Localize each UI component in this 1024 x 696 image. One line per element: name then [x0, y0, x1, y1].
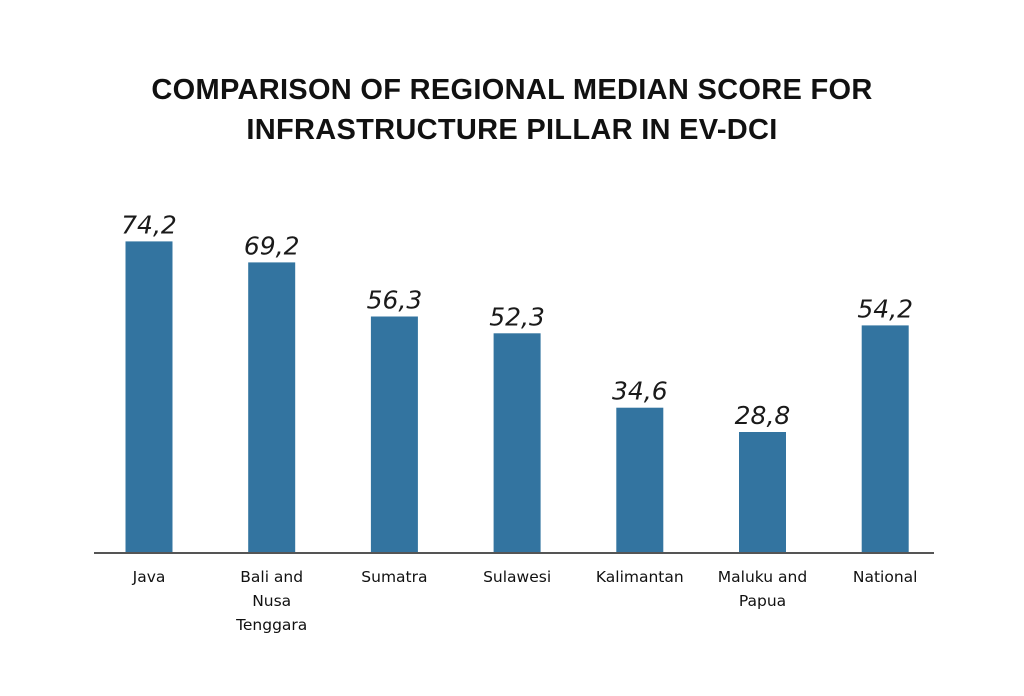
value-label-2: 56,3 [367, 286, 423, 315]
chart-title: COMPARISON OF REGIONAL MEDIAN SCORE FOR … [0, 70, 1024, 150]
category-label-0-line-0: Java [132, 568, 166, 586]
value-labels-group: 74,2 69,2 56,3 52,3 34,6 28,8 54,2 [121, 210, 913, 430]
category-label-6-line-0: National [853, 568, 918, 586]
category-label-5-line-0: Maluku and [718, 568, 807, 586]
bar-5 [739, 432, 786, 553]
bar-6 [861, 325, 909, 553]
category-label-5-line-1: Papua [739, 592, 786, 610]
category-label-0: Java [132, 568, 166, 586]
category-label-1-line-1: Nusa [252, 592, 291, 610]
category-label-6: National [853, 568, 918, 586]
value-label-3: 52,3 [489, 302, 545, 331]
value-label-4: 34,6 [612, 377, 668, 406]
chart-title-line-2: INFRASTRUCTURE PILLAR IN EV-DCI [246, 114, 778, 146]
value-label-0: 74,2 [121, 210, 177, 239]
category-label-3: Sulawesi [483, 568, 551, 586]
category-label-1-line-0: Bali and [240, 568, 303, 586]
category-label-1: Bali and Nusa Tenggara [235, 568, 307, 634]
value-label-5: 28,8 [735, 401, 791, 430]
category-label-4-line-0: Kalimantan [596, 568, 684, 586]
category-label-2: Sumatra [361, 568, 427, 586]
bar-3 [493, 333, 541, 553]
bars-group [125, 241, 909, 553]
bar-1 [248, 262, 296, 553]
chart-title-line-1: COMPARISON OF REGIONAL MEDIAN SCORE FOR [151, 74, 873, 106]
category-label-4: Kalimantan [596, 568, 684, 586]
category-label-3-line-0: Sulawesi [483, 568, 551, 586]
category-labels-group: Java Bali and Nusa Tenggara Sumatra Sulawesi K… [132, 568, 918, 634]
category-label-1-line-2: Tenggara [235, 616, 307, 634]
category-label-5: Maluku and Papua [718, 568, 807, 610]
bar-2 [370, 316, 418, 553]
category-label-2-line-0: Sumatra [361, 568, 427, 586]
value-label-1: 69,2 [244, 231, 300, 260]
bar-0 [125, 241, 173, 553]
bar-4 [616, 407, 664, 553]
value-label-6: 54,2 [857, 294, 913, 323]
